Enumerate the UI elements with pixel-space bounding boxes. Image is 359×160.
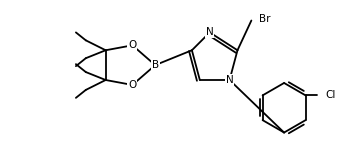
Text: Br: Br: [259, 14, 271, 24]
Text: N: N: [226, 75, 233, 85]
Text: N: N: [206, 27, 214, 37]
Text: O: O: [128, 40, 136, 50]
Text: Cl: Cl: [325, 90, 336, 100]
Text: B: B: [151, 60, 159, 70]
Text: O: O: [128, 80, 136, 90]
